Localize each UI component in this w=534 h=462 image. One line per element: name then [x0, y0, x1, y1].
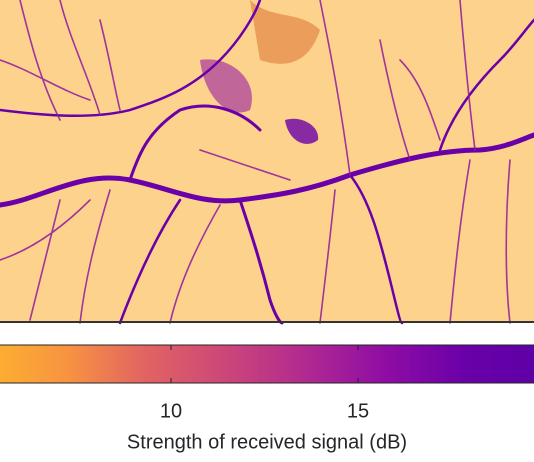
main-river [0, 132, 534, 208]
map-patch [200, 59, 252, 113]
river [118, 198, 182, 325]
map-lake [285, 118, 319, 144]
tick-label: 15 [347, 400, 369, 422]
colorbar-label: Strength of received signal (dB) [127, 431, 407, 453]
map [0, 0, 534, 325]
river [438, 18, 534, 152]
colorbar: 101520 [0, 344, 534, 422]
tick-label: 10 [160, 400, 182, 422]
river [238, 198, 284, 325]
river [128, 104, 262, 182]
river [348, 173, 404, 325]
map-patch [250, 0, 320, 64]
colorbar-gradient [0, 344, 534, 384]
